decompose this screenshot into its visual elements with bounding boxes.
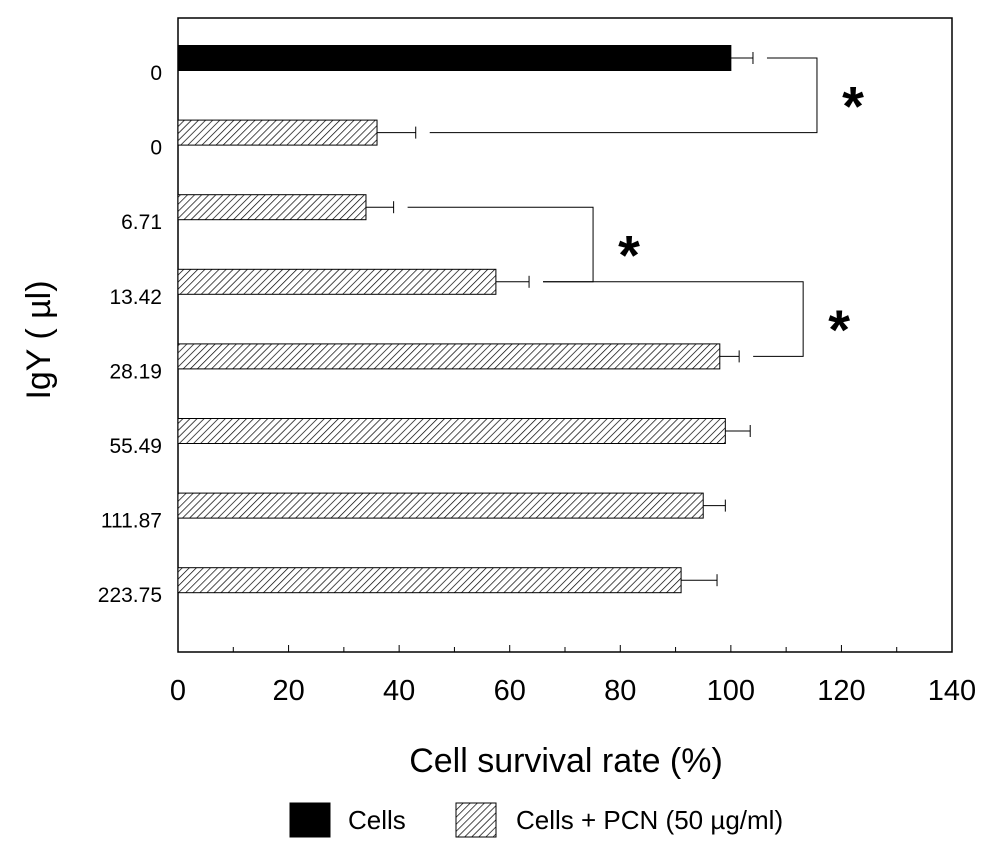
x-tick-label-0: 0 (170, 675, 186, 707)
y-tick-label-5: 55.49 (109, 435, 162, 458)
bar-3 (177, 268, 497, 295)
y-tick-labels: 0 0 6.71 13.42 28.19 55.49 111.87 223.75 (98, 62, 162, 607)
x-tick-label-5: 100 (707, 675, 755, 707)
bar-1 (177, 119, 378, 146)
error-bar-7 (681, 574, 718, 587)
legend-item-1: Cells + PCN (50 µg/ml) (455, 802, 783, 838)
legend-swatch-0 (289, 802, 331, 838)
legend-item-0: Cells (289, 802, 406, 838)
y-tick-label-7: 223.75 (98, 584, 162, 607)
legend: Cells Cells + PCN (50 µg/ml) (289, 802, 783, 838)
significance-marker-2: * (828, 298, 850, 361)
y-tick-label-2: 6.71 (121, 211, 162, 234)
x-tick-label-4: 80 (604, 675, 636, 707)
legend-label-0: Cells (348, 805, 406, 835)
bar-5 (177, 418, 726, 444)
bar-0 (177, 45, 732, 71)
x-tick-label-6: 120 (817, 675, 865, 707)
legend-label-1: Cells + PCN (50 µg/ml) (516, 805, 783, 835)
bar-6 (177, 492, 704, 519)
legend-swatch-1 (455, 802, 497, 838)
error-bar-5 (725, 425, 751, 437)
y-tick-label-3: 13.42 (109, 286, 162, 309)
significance-bracket-0: * (429, 57, 864, 137)
y-tick-label-0: 0 (150, 62, 162, 85)
error-bar-0 (730, 52, 754, 64)
x-axis-ticks: 0 20 40 60 80 100 120 140 (170, 645, 976, 707)
x-tick-label-7: 140 (928, 675, 976, 707)
x-axis-title: Cell survival rate (%) (409, 742, 723, 780)
significance-marker-0: * (842, 74, 864, 137)
error-bar-4 (719, 350, 740, 363)
y-tick-label-6: 111.87 (101, 510, 162, 533)
bar-4 (177, 343, 721, 370)
error-bars-layer (365, 52, 754, 587)
bars-layer (177, 45, 732, 594)
y-axis-title: IgY ( µl) (20, 280, 58, 399)
x-tick-label-1: 20 (272, 675, 304, 707)
bar-2 (177, 194, 367, 221)
significance-bracket-2: * (543, 281, 850, 361)
x-tick-label-3: 60 (494, 675, 526, 707)
y-tick-label-1: 0 (150, 137, 162, 160)
bar-7 (177, 567, 682, 594)
error-bar-6 (703, 499, 726, 512)
significance-marker-1: * (618, 224, 640, 287)
y-tick-label-4: 28.19 (109, 360, 162, 383)
error-bar-3 (495, 275, 530, 288)
error-bar-1 (377, 126, 417, 139)
x-tick-label-2: 40 (383, 675, 415, 707)
significance-layer: * * * (407, 57, 864, 361)
error-bar-2 (365, 201, 395, 214)
